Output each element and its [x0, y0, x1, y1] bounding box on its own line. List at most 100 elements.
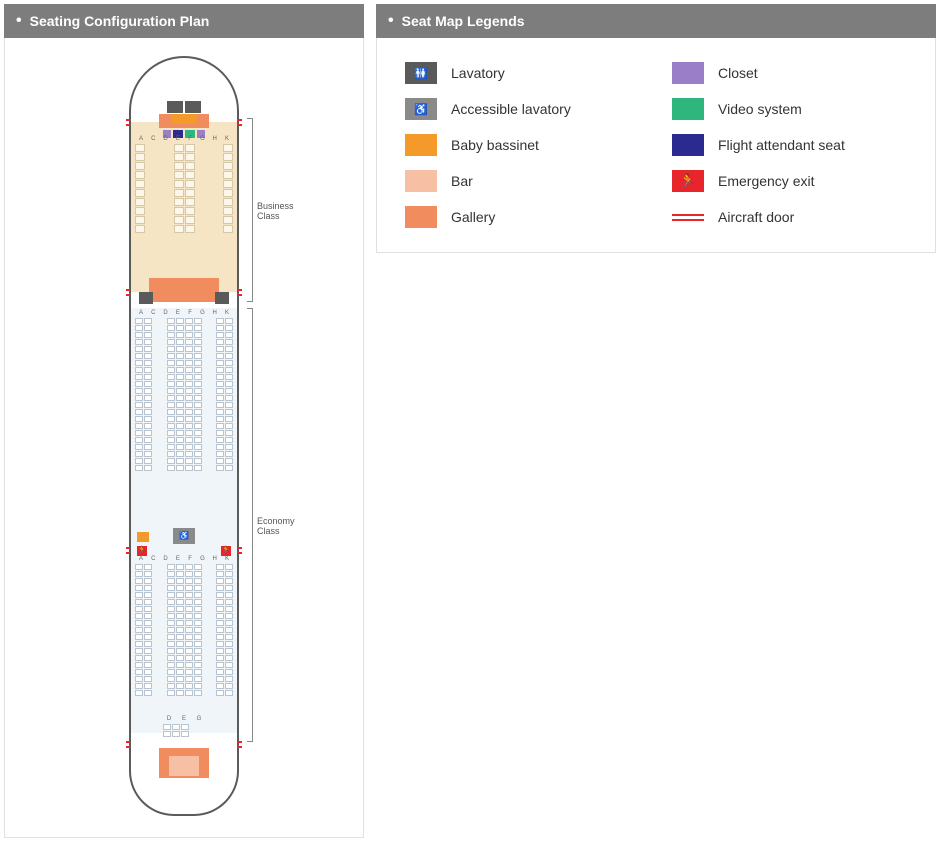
- economy-back-grid: [135, 564, 233, 696]
- seat-row: [135, 353, 233, 359]
- seat-row: [135, 198, 233, 206]
- seat: [225, 451, 233, 457]
- seat: [163, 731, 171, 737]
- seat: [176, 339, 184, 345]
- seat-row: [135, 381, 233, 387]
- feature-bassinet: [171, 114, 197, 124]
- seat: [135, 578, 143, 584]
- fuselage: ♿🏃🏃 ACDEFGHK ACDEFGHK DEG BusinessClassE…: [129, 56, 239, 816]
- seat: [176, 318, 184, 324]
- legend-swatch: [405, 206, 437, 228]
- col-label: K: [223, 556, 231, 562]
- seat: [194, 381, 202, 387]
- seat-row: [135, 585, 233, 591]
- seat: [174, 144, 184, 152]
- seat: [194, 367, 202, 373]
- seat: [194, 458, 202, 464]
- seat: [144, 571, 152, 577]
- seat: [135, 198, 145, 206]
- seat: [223, 225, 233, 233]
- seat: [144, 374, 152, 380]
- seat: [216, 571, 224, 577]
- seat: [176, 458, 184, 464]
- seat-row: [135, 606, 233, 612]
- seat: [135, 683, 143, 689]
- seat: [216, 606, 224, 612]
- seat: [194, 451, 202, 457]
- seat: [144, 465, 152, 471]
- legend-label: Accessible lavatory: [451, 101, 571, 117]
- seat: [185, 353, 193, 359]
- seat: [135, 592, 143, 598]
- seat: [185, 332, 193, 338]
- seat: [185, 437, 193, 443]
- legend-swatch: ♿: [405, 98, 437, 120]
- seat: [135, 641, 143, 647]
- seat: [185, 599, 193, 605]
- col-label: G: [198, 310, 206, 316]
- seat: [135, 153, 145, 161]
- seating-plan-header: Seating Configuration Plan: [4, 4, 364, 38]
- seat: [167, 402, 175, 408]
- seat: [176, 423, 184, 429]
- col-label: A: [137, 136, 145, 142]
- seat: [176, 430, 184, 436]
- seat: [167, 409, 175, 415]
- seat: [176, 388, 184, 394]
- seat: [194, 648, 202, 654]
- seat: [167, 423, 175, 429]
- feature-bar: [169, 756, 199, 776]
- seat: [176, 451, 184, 457]
- seat: [176, 367, 184, 373]
- seat: [216, 409, 224, 415]
- seat: [144, 564, 152, 570]
- feature-lavatory: [215, 292, 229, 304]
- seat-row: [135, 578, 233, 584]
- seat: [194, 683, 202, 689]
- col-label: D: [162, 556, 170, 562]
- seat: [176, 627, 184, 633]
- seat: [135, 162, 145, 170]
- seat: [225, 423, 233, 429]
- seat: [185, 592, 193, 598]
- seat: [167, 634, 175, 640]
- aircraft-door-marker: [239, 738, 241, 754]
- seat: [144, 585, 152, 591]
- legend-item: 🏃Emergency exit: [672, 170, 907, 192]
- seat: [144, 346, 152, 352]
- seat: [135, 216, 145, 224]
- seat: [167, 339, 175, 345]
- seat: [176, 634, 184, 640]
- seat: [176, 465, 184, 471]
- feature-acc_lavatory: ♿: [173, 528, 195, 544]
- seat: [163, 724, 171, 730]
- legend-label: Emergency exit: [718, 173, 814, 189]
- seat-row: [135, 451, 233, 457]
- seat-row: [135, 423, 233, 429]
- seat: [135, 416, 143, 422]
- seat: [225, 641, 233, 647]
- seat: [135, 599, 143, 605]
- business-seat-grid: [135, 144, 233, 233]
- seat: [225, 613, 233, 619]
- seat: [176, 402, 184, 408]
- seat-row: [135, 690, 233, 696]
- seat-row: [135, 162, 233, 170]
- seat: [185, 144, 195, 152]
- seat: [144, 676, 152, 682]
- seat: [225, 416, 233, 422]
- seat-row: [135, 225, 233, 233]
- seat: [144, 648, 152, 654]
- seat: [144, 360, 152, 366]
- col-label: A: [137, 310, 145, 316]
- feature-galley: [149, 278, 219, 302]
- seat: [185, 662, 193, 668]
- seat: [194, 620, 202, 626]
- seat: [167, 318, 175, 324]
- seat: [194, 676, 202, 682]
- seat-row: [135, 458, 233, 464]
- seat: [194, 571, 202, 577]
- seat: [216, 360, 224, 366]
- seat: [176, 676, 184, 682]
- col-label: H: [211, 310, 219, 316]
